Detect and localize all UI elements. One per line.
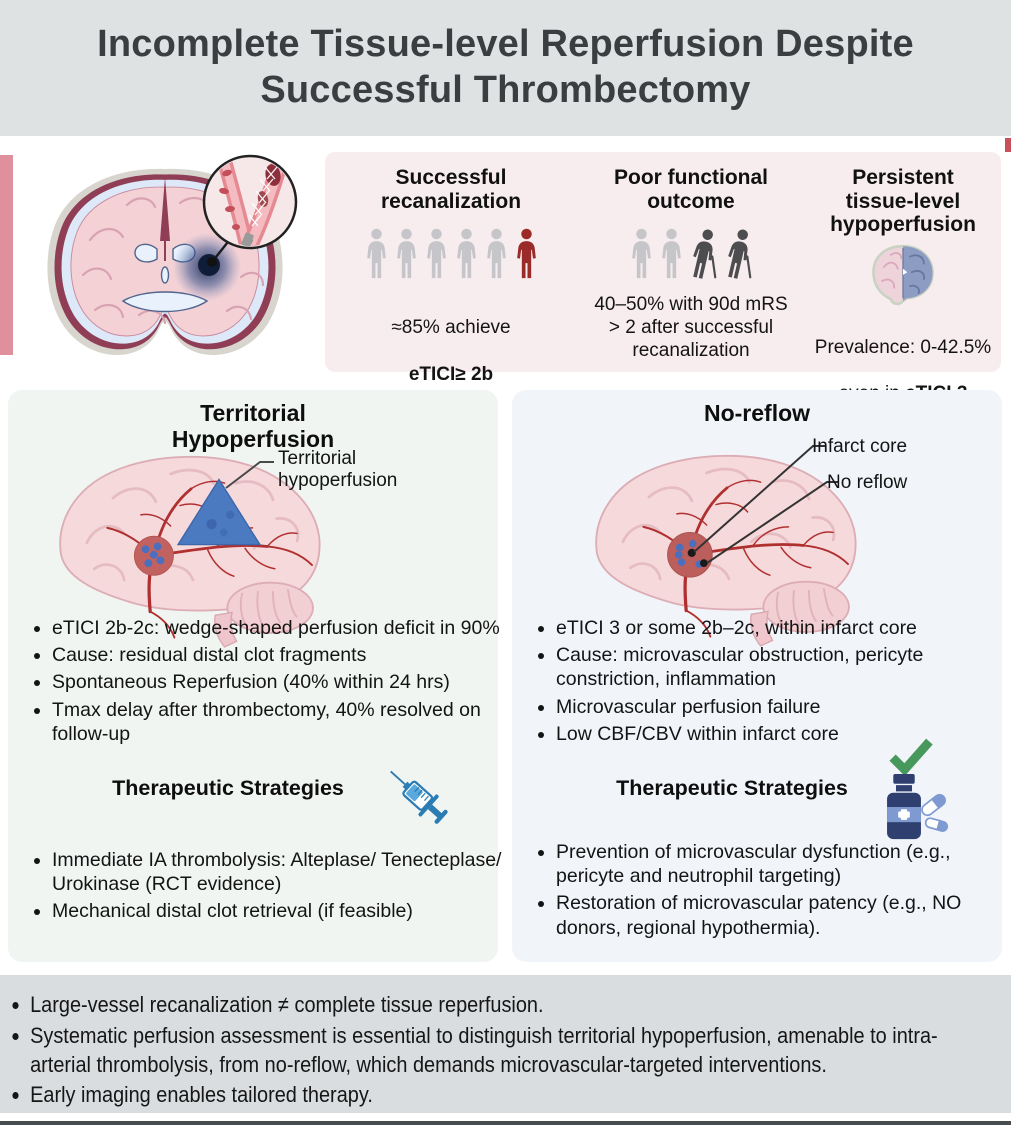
strategies-title: Therapeutic Strategies xyxy=(112,776,344,800)
checkmark-icon xyxy=(889,738,933,776)
coronal-brain-illustration xyxy=(47,154,298,355)
stats-panel: Successful recanalization ≈85% achieve e… xyxy=(325,152,1001,404)
list-item: Systematic perfusion assessment is essen… xyxy=(30,1022,950,1080)
person-icon xyxy=(426,228,446,279)
page-title: Incomplete Tissue-level Reperfusion Desp… xyxy=(97,23,914,111)
list-item: Restoration of microvascular patency (e.… xyxy=(556,891,1011,939)
key-messages-footer: Large-vessel recanalization ≠ complete t… xyxy=(0,975,1011,1113)
people-pictograms xyxy=(364,227,539,281)
person-icon xyxy=(486,228,506,279)
list-item: Early imaging enables tailored therapy. xyxy=(30,1081,950,1110)
annotation-no-reflow: No reflow xyxy=(827,472,908,493)
no-reflow-strategies-list: Prevention of microvascular dysfunction … xyxy=(528,840,1011,943)
rose-accent-bar xyxy=(0,155,13,355)
stat-caption: ≈85% achieve eTICI≥ 2b xyxy=(391,293,510,386)
annotation-infarct-core: Infarct core xyxy=(812,436,908,457)
hypoperfused-brain-icon xyxy=(872,244,934,305)
stat-title: Persistent tissue-level hypoperfusion xyxy=(830,166,976,237)
people-pictograms xyxy=(629,227,754,281)
annotation-line xyxy=(225,461,274,489)
strategies-title: Therapeutic Strategies xyxy=(616,776,848,800)
annotation-line-infarct xyxy=(693,445,825,553)
bottom-border xyxy=(0,1121,1011,1125)
list-item: Microvascular perfusion failure xyxy=(556,695,1011,719)
list-item: Large-vessel recanalization ≠ complete t… xyxy=(30,991,950,1020)
hypoperfused-brain-icon-wrap xyxy=(864,241,942,307)
stat-col-outcome: Poor functional outcome 40–50% with 90d … xyxy=(571,166,811,362)
stat-text-bold: eTICI≥ 2b xyxy=(408,363,494,385)
stat-text: ≈85% achieve xyxy=(391,317,511,339)
person-icon xyxy=(456,228,476,279)
list-item: Low CBF/CBV within infarct core xyxy=(556,722,1011,746)
person-icon xyxy=(661,228,681,279)
lateral-brain-illustration xyxy=(59,455,321,648)
list-item: eTICI 3 or some 2b–2c, within infarct co… xyxy=(556,616,1011,640)
person-icon xyxy=(631,228,651,279)
territorial-hypoperfusion-panel: Territorial Hypoperfusion xyxy=(8,390,501,962)
list-item: Tmax delay after thrombectomy, 40% resol… xyxy=(52,698,510,746)
stat-title: Successful recanalization xyxy=(380,166,522,213)
annotation-territorial: Territorial hypoperfusion xyxy=(278,448,398,492)
elderly-person-with-cane-icon xyxy=(692,229,716,279)
list-item: Immediate IA thrombolysis: Alteplase/ Te… xyxy=(52,848,510,896)
lateral-brain-illustration xyxy=(595,445,857,647)
list-item: Prevention of microvascular dysfunction … xyxy=(556,840,1011,888)
stat-caption: 40–50% with 90d mRS > 2 after successful… xyxy=(594,294,788,362)
person-icon xyxy=(366,228,386,279)
panel-title: Territorial Hypoperfusion xyxy=(171,400,335,453)
territorial-wedge-triangle xyxy=(176,478,262,546)
elderly-person-with-cane-icon xyxy=(727,229,751,279)
person-icon xyxy=(396,228,416,279)
list-item: Mechanical distal clot retrieval (if fea… xyxy=(52,899,510,923)
syringe-icon xyxy=(390,770,448,824)
stat-text: Prevalence: 0-42.5% xyxy=(814,336,992,358)
no-reflow-panel: No-reflow xyxy=(512,390,1002,962)
territorial-findings-list: eTICI 2b-2c: wedge-shaped perfusion defi… xyxy=(24,616,510,749)
stat-col-recanalization: Successful recanalization ≈85% achieve e… xyxy=(331,166,571,385)
list-item: Spontaneous Reperfusion (40% within 24 h… xyxy=(52,670,510,694)
annotation-line-noreflow xyxy=(706,481,839,564)
coronal-brain-layers xyxy=(47,168,283,355)
stat-col-hypoperfusion: Persistent tissue-level hypoperfusion xyxy=(811,166,995,404)
key-messages-list: Large-vessel recanalization ≠ complete t… xyxy=(0,975,1011,1110)
medicine-bottle-icon xyxy=(887,774,921,840)
capsule-pills-icon xyxy=(921,793,949,832)
rose-accent-sliver xyxy=(1005,138,1011,152)
territorial-strategies-list: Immediate IA thrombolysis: Alteplase/ Te… xyxy=(24,848,510,927)
list-item: Cause: residual distal clot fragments xyxy=(52,643,510,667)
no-reflow-findings-list: eTICI 3 or some 2b–2c, within infarct co… xyxy=(528,616,1011,749)
list-item: eTICI 2b-2c: wedge-shaped perfusion defi… xyxy=(52,616,510,640)
panel-title: No-reflow xyxy=(703,400,811,426)
list-item: Cause: microvascular obstruction, pericy… xyxy=(556,643,1011,691)
stat-title: Poor functional outcome xyxy=(614,166,768,213)
header: Incomplete Tissue-level Reperfusion Desp… xyxy=(0,0,1011,136)
person-icon-highlighted xyxy=(516,228,536,279)
